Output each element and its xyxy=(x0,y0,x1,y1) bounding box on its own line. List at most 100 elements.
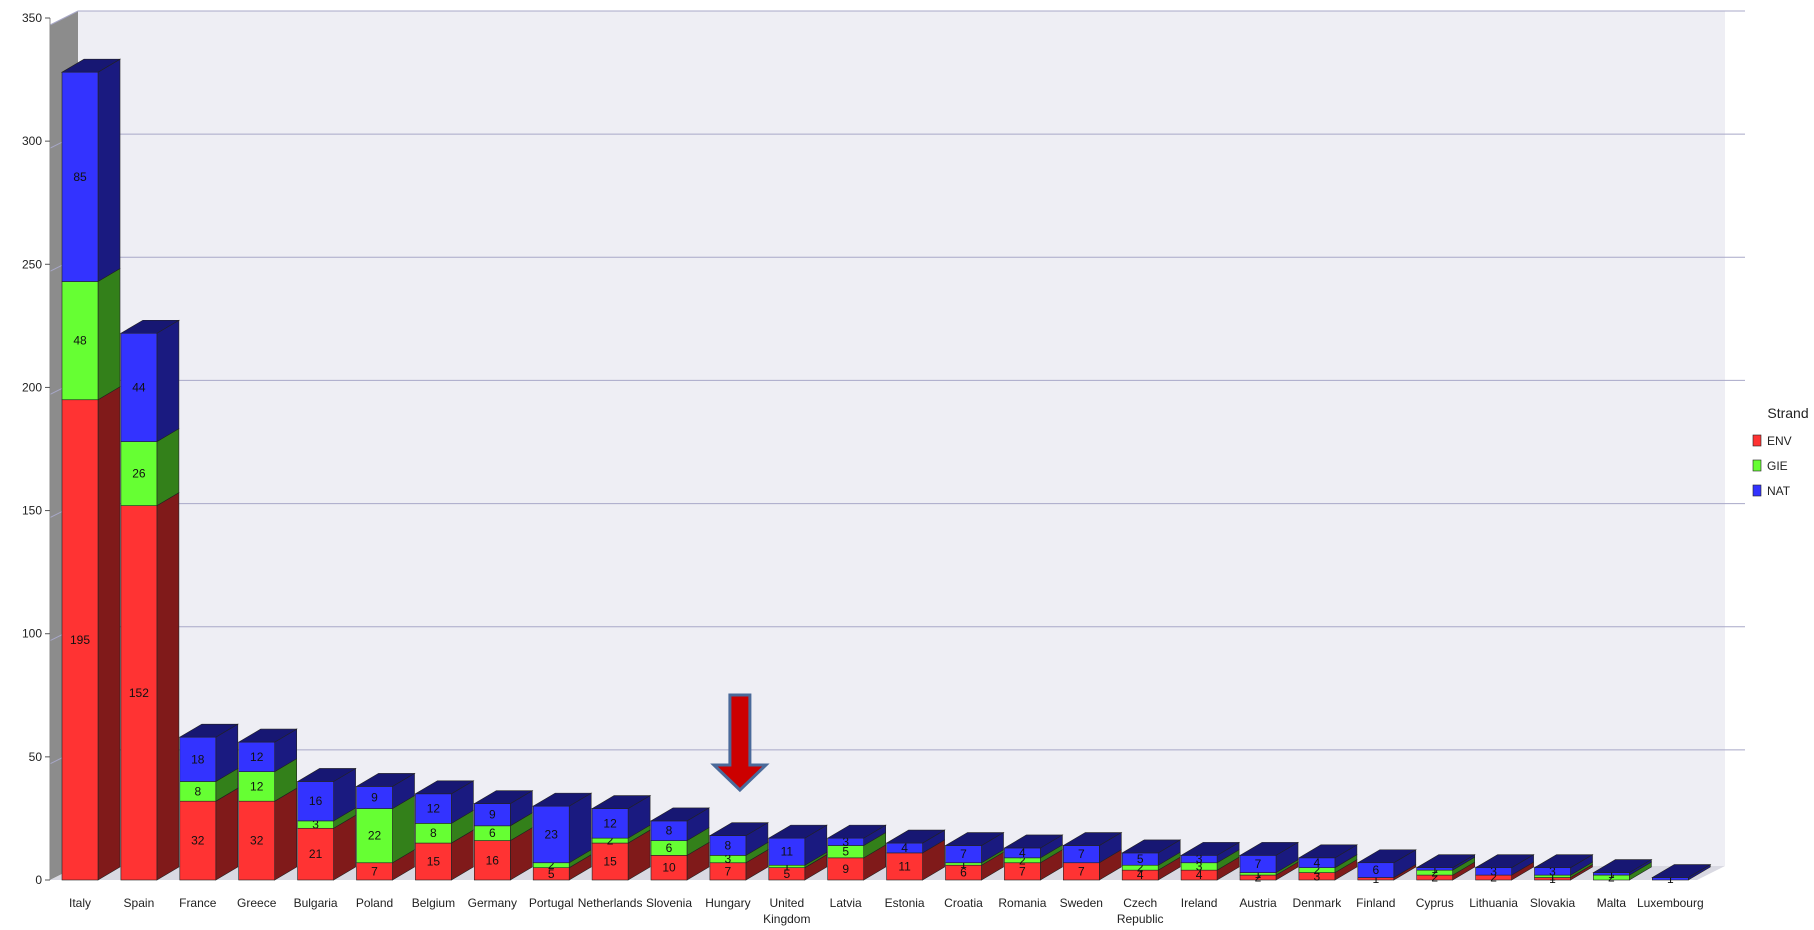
data-label: 1 xyxy=(960,857,967,871)
bar-side xyxy=(97,386,121,881)
bar-top xyxy=(1356,849,1417,864)
bar-segment xyxy=(120,505,158,881)
data-label: 4 xyxy=(1019,846,1026,860)
bar-side xyxy=(156,428,180,507)
bar-side xyxy=(215,787,239,881)
data-label: 7 xyxy=(725,864,732,878)
data-label: 22 xyxy=(368,829,382,843)
x-tick-label-line: Kingdom xyxy=(763,912,810,926)
bar-stack-spain: 152 26 44 xyxy=(119,319,180,881)
x-tick-label-line: Malta xyxy=(1597,896,1627,910)
bar-top xyxy=(1592,859,1653,873)
bar-stack-latvia: 9 53 xyxy=(826,824,887,881)
legend-swatch-gie xyxy=(1752,459,1762,472)
legend-swatch-env xyxy=(1752,434,1762,447)
x-tick-label-line: France xyxy=(179,896,217,910)
x-tick-label-line: Slovenia xyxy=(646,896,692,910)
x-tick-label-line: Belgium xyxy=(412,896,455,910)
x-tick-label-line: Romania xyxy=(998,896,1046,910)
data-label: 16 xyxy=(309,794,323,808)
data-label: 8 xyxy=(430,826,437,840)
x-tick-label: Austria xyxy=(1239,896,1277,910)
x-tick-label: Netherlands xyxy=(578,896,643,910)
x-tick-label: Luxembourg xyxy=(1637,896,1704,910)
bar-stack-czech-republic: 425 xyxy=(1121,839,1182,882)
x-tick-label: Finland xyxy=(1356,896,1395,910)
x-tick-label-line: Czech xyxy=(1123,896,1157,910)
bar-top xyxy=(591,795,652,809)
data-label: 9 xyxy=(371,790,378,804)
bar-side xyxy=(156,319,180,443)
x-tick-label-line: Sweden xyxy=(1060,896,1103,910)
data-label: 44 xyxy=(132,380,146,394)
data-label: 21 xyxy=(309,847,323,861)
legend-title: Strand xyxy=(1767,405,1808,421)
y-tick-label: 350 xyxy=(22,11,42,25)
data-label: 12 xyxy=(250,779,264,793)
data-label: 2 xyxy=(1431,871,1438,885)
x-tick-label-line: Netherlands xyxy=(578,896,643,910)
bar-stack-italy: 195 48 85 xyxy=(60,58,122,881)
bar-top xyxy=(826,824,887,839)
data-label: 2 xyxy=(1490,871,1497,885)
x-tick-label: Croatia xyxy=(944,896,983,910)
bar-segment xyxy=(120,332,158,442)
y-tick-label: 300 xyxy=(22,134,42,148)
x-tick-label-line: Luxembourg xyxy=(1637,896,1704,910)
bar-top xyxy=(178,723,239,738)
bar-segment xyxy=(297,827,334,881)
bar-top xyxy=(119,319,180,334)
data-label: 4 xyxy=(901,841,908,855)
data-label: 2 xyxy=(1137,861,1144,875)
data-label: 32 xyxy=(191,834,205,848)
bar-stack-estonia: 114 xyxy=(885,829,946,881)
bar-segment xyxy=(238,771,275,802)
bar-segment xyxy=(297,781,334,822)
bar-segment xyxy=(591,808,629,839)
legend-label-gie: GIE xyxy=(1767,459,1788,473)
x-tick-label-line: Spain xyxy=(124,896,155,910)
bar-top xyxy=(355,773,416,787)
bar-side xyxy=(97,267,121,401)
data-label: 6 xyxy=(666,841,673,855)
x-tick-label: United Kingdom xyxy=(763,896,810,926)
back-wall xyxy=(78,11,1725,866)
bar-side xyxy=(274,787,298,881)
legend-label-nat: NAT xyxy=(1767,484,1791,498)
bar-stack-belgium: 15 8 12 xyxy=(414,780,475,881)
data-label: 2 xyxy=(1431,866,1438,880)
x-tick-label: Czech Republic xyxy=(1117,896,1164,926)
data-label: 8 xyxy=(666,824,673,838)
bar-stack-croatia: 617 xyxy=(944,831,1005,881)
bar-top xyxy=(237,728,298,743)
x-tick-label: Cyprus xyxy=(1416,896,1454,910)
data-label: 2 xyxy=(1019,853,1026,867)
x-tick-label: Latvia xyxy=(830,896,862,910)
arrow-annotation xyxy=(710,693,770,793)
bar-top xyxy=(296,768,357,782)
x-tick-label: Italy xyxy=(69,896,91,910)
data-label: 7 xyxy=(1255,857,1262,871)
bar-stack-romania: 724 xyxy=(1003,834,1064,881)
data-label: 18 xyxy=(191,752,205,766)
x-tick-label-line: Denmark xyxy=(1293,896,1343,910)
bar-segment xyxy=(61,281,99,401)
data-label: 9 xyxy=(489,808,496,822)
bar-top xyxy=(944,832,1005,846)
data-label: 5 xyxy=(783,867,790,881)
x-tick-label: Hungary xyxy=(705,896,750,910)
bar-top xyxy=(414,780,475,795)
bar-stack-netherlands: 15 2 12 xyxy=(591,795,652,881)
down-arrow xyxy=(710,693,770,793)
data-label: 15 xyxy=(427,855,441,869)
data-label: 48 xyxy=(73,334,87,348)
bar-segment xyxy=(473,840,511,881)
x-tick-label: Malta xyxy=(1597,896,1627,910)
x-tick-label: Denmark xyxy=(1293,896,1343,910)
bar-top xyxy=(1003,834,1064,849)
x-tick-label-line: Austria xyxy=(1239,896,1277,910)
data-label: 3 xyxy=(1196,859,1203,873)
bar-stack-portugal: 52 23 xyxy=(532,792,593,881)
data-label: 6 xyxy=(960,866,967,880)
